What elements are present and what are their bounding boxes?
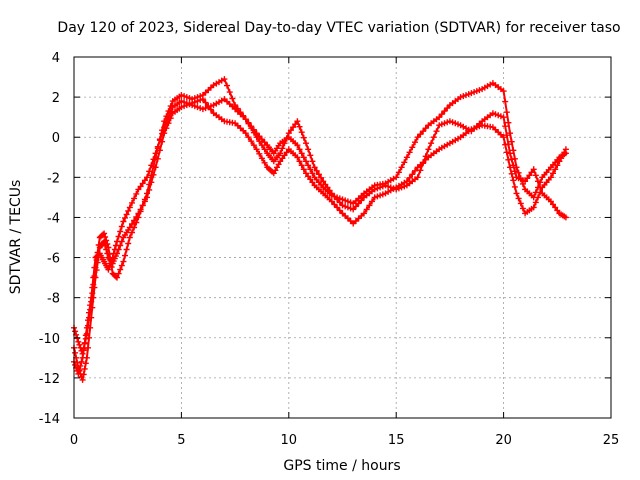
x-tick-label: 25 [603,433,620,448]
y-tick-labels: -14 -12 -10 -8 -6 -4 -2 0 2 4 [39,51,60,427]
x-tick-label: 0 [70,433,78,448]
x-tick-label: 20 [495,433,512,448]
x-tick-label: 15 [388,433,405,448]
series-line [73,98,567,375]
data-series [71,76,569,383]
series-markers [71,76,569,357]
y-tick-label: 2 [52,91,60,106]
series-trace-2 [71,76,569,357]
series-trace-3 [71,96,569,377]
plot-frame [73,56,612,419]
y-tick-label: -14 [39,412,60,427]
x-axis-label: GPS time / hours [283,458,400,474]
x-tick-label: 10 [281,433,298,448]
tick-marks [73,56,612,419]
y-tick-label: 0 [52,131,60,146]
y-tick-label: -4 [47,211,60,226]
series-trace-1 [71,96,569,383]
grid-lines [74,57,611,418]
y-axis-label: SDTVAR / TECUs [8,180,24,295]
series-line [73,78,567,355]
y-tick-label: -12 [39,372,60,387]
series-markers [71,96,569,377]
y-tick-label: -8 [47,292,60,307]
y-tick-label: -2 [47,171,60,186]
series-markers [71,96,569,383]
chart-title: Day 120 of 2023, Sidereal Day-to-day VTE… [57,20,620,36]
x-tick-label: 5 [177,433,185,448]
x-tick-labels: 0 5 10 15 20 25 [70,433,619,448]
y-tick-label: -10 [39,332,60,347]
y-tick-label: 4 [52,51,60,66]
y-tick-label: -6 [47,252,60,267]
